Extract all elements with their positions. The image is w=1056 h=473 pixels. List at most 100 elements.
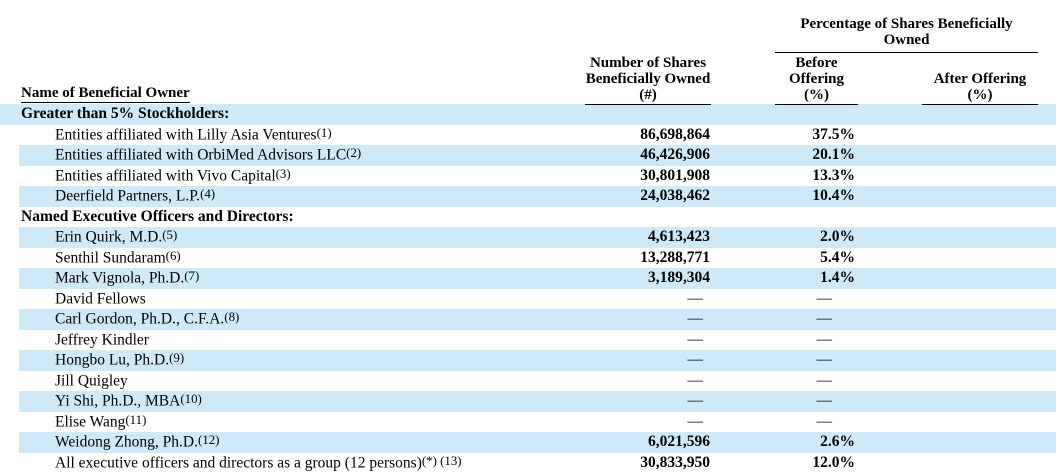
shares-cell: — bbox=[585, 289, 711, 310]
owner-name-cell: Carl Gordon, Ph.D., C.F.A.(8) bbox=[19, 309, 585, 330]
table-row: Entities affiliated with OrbiMed Advisor… bbox=[0, 145, 1056, 166]
shares-value: 30,833,950 bbox=[640, 453, 710, 471]
owner-name: Entities affiliated with Lilly Asia Vent… bbox=[55, 126, 317, 143]
pct-after-cell bbox=[922, 166, 1038, 187]
owner-name: Weidong Zhong, Ph.D. bbox=[55, 433, 198, 451]
footnote-ref: (12) bbox=[197, 433, 220, 447]
pct-after-cell bbox=[922, 453, 1038, 473]
column-gap bbox=[858, 125, 922, 146]
pct-before-value: — bbox=[816, 330, 833, 348]
shares-value: — bbox=[687, 330, 704, 348]
pct-after-cell bbox=[922, 104, 1039, 125]
table-row: Senthil Sundaram(6) 13,288,771 5.4% bbox=[0, 248, 1056, 269]
pct-before-cell: 1.4% bbox=[775, 268, 858, 289]
row-right-pad bbox=[1038, 289, 1056, 310]
row-right-pad bbox=[1038, 145, 1056, 166]
pct-before-value: — bbox=[816, 371, 833, 389]
owner-name-cell: Entities affiliated with Lilly Asia Vent… bbox=[19, 125, 585, 146]
table-row: Erin Quirk, M.D.(5) 4,613,423 2.0% bbox=[0, 227, 1056, 248]
pct-after-cell bbox=[922, 186, 1039, 207]
pct-before-cell: 5.4% bbox=[775, 248, 858, 269]
pct-after-cell bbox=[922, 145, 1039, 166]
row-right-pad bbox=[1038, 371, 1056, 392]
pct-after-cell bbox=[922, 330, 1038, 351]
pct-before-value: — bbox=[816, 351, 833, 369]
table-row: Mark Vignola, Ph.D.(7) 3,189,304 1.4% bbox=[0, 268, 1056, 289]
pct-before-cell: — bbox=[775, 309, 858, 330]
footnote-ref: (2) bbox=[346, 146, 362, 160]
row-indent bbox=[0, 391, 19, 412]
footnote-ref: (4) bbox=[200, 187, 216, 201]
column-gap bbox=[711, 268, 775, 289]
column-gap bbox=[711, 309, 775, 330]
shares-cell bbox=[585, 207, 711, 228]
shares-cell: — bbox=[585, 350, 711, 371]
header-row-percentage-group: Percentage of Shares Beneficially Owned bbox=[0, 0, 1056, 53]
pct-group-header: Percentage of Shares Beneficially Owned bbox=[775, 0, 1039, 53]
pct-before-value: 2.6% bbox=[820, 433, 855, 451]
column-gap bbox=[711, 207, 775, 228]
shares-value: — bbox=[687, 351, 704, 369]
table-row: Carl Gordon, Ph.D., C.F.A.(8) — — bbox=[0, 309, 1056, 330]
pct-before-cell: — bbox=[775, 330, 858, 351]
column-gap bbox=[858, 166, 922, 187]
column-gap bbox=[711, 432, 775, 453]
owner-name: Erin Quirk, M.D. bbox=[55, 228, 163, 246]
pct-before-value: 5.4% bbox=[820, 248, 855, 266]
table-header: Percentage of Shares Beneficially Owned … bbox=[0, 0, 1056, 105]
owner-name-cell: Erin Quirk, M.D.(5) bbox=[19, 227, 585, 248]
footnote-ref: (9) bbox=[169, 351, 185, 365]
column-gap bbox=[858, 330, 922, 351]
table-row: Entities affiliated with Vivo Capital(3)… bbox=[0, 166, 1056, 187]
footnote-ref: (10) bbox=[180, 392, 202, 406]
pct-before-cell: — bbox=[775, 412, 858, 433]
pct-after-cell bbox=[922, 412, 1038, 433]
table-row: Weidong Zhong, Ph.D.(12) 6,021,596 2.6% bbox=[0, 432, 1056, 453]
owner-name-cell: Entities affiliated with Vivo Capital(3) bbox=[19, 166, 585, 187]
pct-after-cell bbox=[922, 432, 1039, 453]
table-row: David Fellows — — bbox=[0, 289, 1056, 310]
footnote-ref: (1) bbox=[316, 125, 332, 140]
pct-before-cell: — bbox=[775, 289, 858, 310]
footnote-ref: (11) bbox=[125, 412, 147, 427]
row-indent bbox=[0, 412, 19, 433]
table-row: Deerfield Partners, L.P.(4) 24,038,462 1… bbox=[0, 186, 1056, 207]
owner-name-cell: Jill Quigley bbox=[19, 371, 585, 392]
column-gap bbox=[711, 371, 775, 392]
pct-before-cell: 2.0% bbox=[775, 227, 858, 248]
column-gap bbox=[711, 145, 775, 166]
row-indent bbox=[0, 186, 19, 207]
pct-before-value: — bbox=[816, 392, 833, 410]
pct-after-cell bbox=[922, 125, 1038, 146]
header-spacer bbox=[0, 0, 775, 52]
column-gap bbox=[858, 268, 922, 289]
pct-before-value: — bbox=[816, 310, 833, 328]
shares-cell: — bbox=[585, 309, 711, 330]
row-right-pad bbox=[1038, 207, 1056, 228]
shares-cell: 6,021,596 bbox=[585, 432, 711, 453]
row-right-pad bbox=[1038, 330, 1056, 351]
header-spacer bbox=[1038, 0, 1056, 52]
row-right-pad bbox=[1038, 186, 1056, 207]
owner-name-cell: Deerfield Partners, L.P.(4) bbox=[19, 186, 585, 207]
pct-before-cell: 10.4% bbox=[775, 186, 858, 207]
table-row: Elise Wang(11) — — bbox=[0, 412, 1056, 433]
header-spacer bbox=[711, 52, 775, 104]
pct-after-cell bbox=[922, 350, 1039, 371]
shares-value: — bbox=[687, 310, 704, 328]
owner-name: David Fellows bbox=[55, 290, 146, 307]
pct-after-cell bbox=[922, 371, 1038, 392]
pct-before-cell: 13.3% bbox=[775, 166, 858, 187]
shares-cell bbox=[585, 104, 711, 125]
pct-before-value: 13.3% bbox=[812, 166, 855, 184]
row-indent bbox=[0, 145, 19, 166]
column-gap bbox=[711, 248, 775, 269]
row-indent bbox=[0, 289, 19, 310]
column-gap bbox=[711, 104, 775, 125]
owner-name: Yi Shi, Ph.D., MBA bbox=[55, 392, 181, 410]
column-gap bbox=[858, 350, 922, 371]
section-header-row: Named Executive Officers and Directors: bbox=[0, 207, 1056, 228]
column-gap bbox=[711, 391, 775, 412]
column-gap bbox=[711, 186, 775, 207]
